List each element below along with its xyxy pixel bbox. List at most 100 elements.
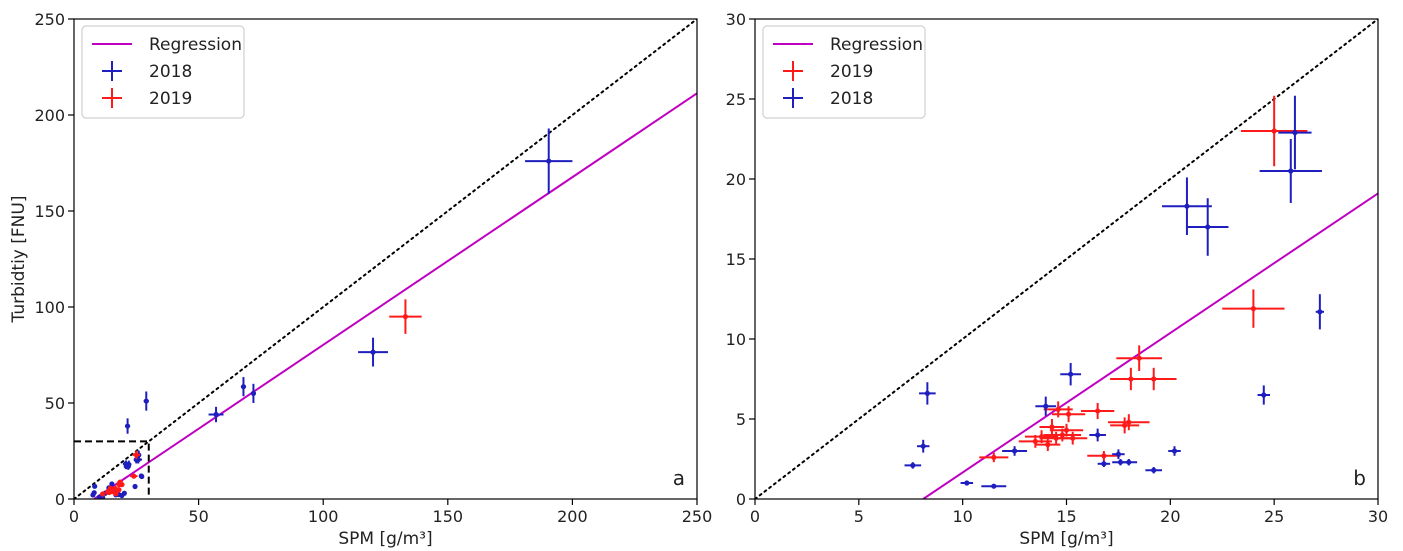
marker	[132, 483, 138, 490]
marker	[1317, 309, 1323, 315]
marker	[240, 384, 247, 390]
legend-item: Regression	[773, 35, 923, 55]
legend: Regression 2019 2018	[762, 25, 926, 119]
marker	[143, 398, 149, 404]
marker	[133, 452, 139, 458]
data-point	[132, 450, 141, 460]
data-point	[1089, 428, 1106, 442]
marker	[964, 480, 970, 486]
marker	[1250, 306, 1256, 312]
x-tick-label: 15	[1056, 507, 1076, 526]
marker	[1070, 435, 1076, 441]
marker	[910, 462, 916, 468]
marker	[124, 423, 131, 429]
marker	[1288, 168, 1294, 174]
marker	[1065, 411, 1072, 417]
regression-line	[93, 92, 697, 499]
marker	[1171, 448, 1178, 454]
marker	[1292, 130, 1298, 136]
marker	[1059, 432, 1065, 438]
marker	[546, 158, 552, 164]
marker	[131, 473, 137, 479]
data-point	[1257, 385, 1271, 405]
panel-b: 0 5 10 15 20 25 30 0 5 10 15 20 25 30 SPM [g/m³] b Regre…	[726, 10, 1389, 549]
marker	[100, 491, 106, 497]
marker	[1117, 459, 1124, 465]
data-point	[1315, 294, 1325, 330]
data-point	[1278, 95, 1312, 170]
x-tick-label: 0	[750, 507, 760, 526]
data-point	[1240, 95, 1308, 167]
legend-label: 2019	[149, 89, 192, 109]
x-tick-label: 30	[1368, 507, 1388, 526]
marker	[1126, 419, 1132, 425]
marker	[1049, 424, 1055, 430]
marker	[1011, 448, 1018, 454]
legend-box	[81, 25, 245, 119]
marker	[1101, 461, 1107, 467]
data-point	[113, 491, 119, 497]
data-point	[1168, 446, 1181, 456]
y-tick-label: 25	[726, 90, 746, 109]
x-tick-label: 0	[69, 507, 79, 526]
y-tick-label: 15	[726, 250, 746, 269]
plot-area	[755, 19, 1378, 499]
marker	[1205, 224, 1211, 230]
panel-letter: a	[673, 466, 685, 490]
x-tick-label: 150	[433, 507, 464, 526]
one-to-one-line	[74, 19, 697, 499]
data-point	[960, 480, 974, 486]
data-point	[1081, 403, 1115, 419]
data-point	[92, 483, 98, 489]
marker	[1151, 467, 1157, 473]
axes-frame	[73, 18, 698, 500]
marker	[1063, 427, 1070, 433]
marker	[1095, 432, 1101, 438]
legend-label: 2018	[149, 62, 192, 82]
x-tick-label: 200	[557, 507, 588, 526]
marker	[92, 483, 98, 489]
y-axis-label: Turbidtiy [FNU]	[9, 196, 29, 324]
marker	[213, 411, 219, 418]
y-tick-label: 200	[34, 106, 65, 125]
data-point	[1035, 396, 1057, 416]
marker	[1043, 403, 1049, 409]
data-point	[143, 391, 149, 411]
data-point	[358, 337, 388, 367]
data-point	[109, 481, 115, 487]
legend-label: 2019	[830, 62, 873, 82]
marker	[113, 491, 119, 497]
panel-a: 0 50 100 150 200 250 0 50 100 150 200 250 SPM [g/m³]…	[9, 10, 712, 549]
legend: Regression 2018 2019	[81, 25, 245, 119]
data-point	[1186, 198, 1229, 256]
data-point	[979, 452, 1009, 463]
data-point	[100, 491, 106, 497]
data-point	[1035, 438, 1061, 451]
marker	[1095, 408, 1101, 414]
legend-item: 2019	[783, 61, 873, 82]
data-point	[250, 383, 257, 403]
data-point	[389, 299, 422, 334]
inset-zoom-box	[74, 440, 150, 499]
marker	[1068, 371, 1074, 377]
plot-area	[74, 19, 697, 499]
data-point	[1162, 177, 1212, 235]
data-point	[1130, 367, 1177, 391]
data-point	[130, 473, 138, 479]
series-2018	[904, 95, 1325, 489]
data-point	[1043, 428, 1082, 442]
data-point	[1043, 401, 1073, 418]
legend-label: Regression	[830, 35, 923, 55]
marker	[991, 483, 997, 489]
y-tick-label: 0	[736, 490, 746, 509]
data-point	[139, 473, 145, 480]
y-tick-label: 250	[34, 10, 65, 29]
data-point	[981, 483, 1007, 489]
data-point	[124, 418, 131, 434]
data-point	[1039, 419, 1065, 435]
marker	[1115, 451, 1122, 457]
legend-item: 2018	[102, 61, 192, 82]
data-point	[90, 492, 96, 498]
marker	[924, 390, 930, 396]
